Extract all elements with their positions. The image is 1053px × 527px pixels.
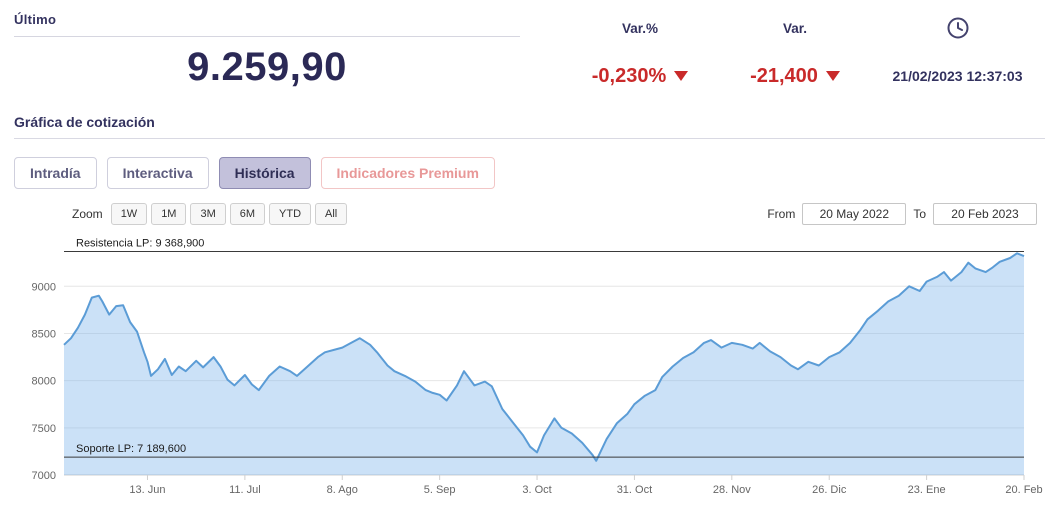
range-selector: Zoom 1W 1M 3M 6M YTD All From To bbox=[14, 203, 1045, 225]
x-axis-label: 8. Ago bbox=[327, 484, 358, 496]
x-axis-label: 11. Jul bbox=[229, 484, 261, 496]
variation-block: Var.% Var. -0,230% -21,400 21/02/2023 12… bbox=[520, 12, 1045, 90]
var-pct-value: -0,230% bbox=[591, 64, 667, 87]
x-axis-label: 26. Dic bbox=[812, 484, 847, 496]
y-axis-label: 7500 bbox=[32, 423, 56, 435]
zoom-6m-button[interactable]: 6M bbox=[229, 203, 266, 225]
x-axis-label: 28. Nov bbox=[713, 484, 751, 496]
section-divider bbox=[14, 138, 1045, 139]
zoom-label: Zoom bbox=[72, 207, 103, 221]
to-label: To bbox=[913, 207, 926, 221]
down-triangle-icon bbox=[825, 71, 840, 82]
section-title: Gráfica de cotización bbox=[14, 114, 155, 130]
last-price-block: Último 9.259,90 bbox=[14, 12, 520, 90]
area-fill bbox=[64, 253, 1024, 475]
down-triangle-icon bbox=[674, 71, 689, 82]
last-price-value: 9.259,90 bbox=[187, 45, 347, 89]
zoom-1w-button[interactable]: 1W bbox=[110, 203, 148, 225]
tab-interactiva[interactable]: Interactiva bbox=[106, 157, 209, 189]
y-axis-label: 8500 bbox=[32, 328, 56, 340]
y-axis-label: 8000 bbox=[32, 376, 56, 388]
var-header: Var. bbox=[782, 20, 808, 36]
y-axis-label: 7000 bbox=[32, 470, 56, 482]
resistance-label: Resistencia LP: 9 368,900 bbox=[76, 237, 204, 249]
zoom-1m-button[interactable]: 1M bbox=[151, 203, 187, 225]
quote-header: Último 9.259,90 Var.% Var. -0,230% -21,4… bbox=[14, 12, 1045, 90]
last-price-label: Último bbox=[14, 12, 520, 37]
x-axis-label: 31. Oct bbox=[617, 484, 652, 496]
var-value-wrap: -21,400 bbox=[750, 65, 840, 88]
x-axis-label: 20. Feb bbox=[1005, 484, 1042, 496]
chart-tabs: Intradía Interactiva Histórica Indicador… bbox=[14, 157, 1045, 189]
var-pct-header: Var.% bbox=[621, 20, 659, 36]
tab-intradia[interactable]: Intradía bbox=[14, 157, 97, 189]
price-chart[interactable]: 7000 7500 8000 8500 9000 13. Jun 11. Jul 8. Ago… bbox=[14, 231, 1050, 503]
var-value: -21,400 bbox=[750, 64, 818, 87]
from-label: From bbox=[767, 207, 796, 221]
x-axis-label: 23. Ene bbox=[908, 484, 946, 496]
x-axis-label: 13. Jun bbox=[129, 484, 165, 496]
from-date-input[interactable] bbox=[802, 203, 907, 225]
zoom-all-button[interactable]: All bbox=[315, 203, 348, 225]
quote-timestamp: 21/02/2023 12:37:03 bbox=[892, 68, 1023, 85]
price-line bbox=[63, 252, 1025, 462]
clock-icon bbox=[946, 16, 970, 40]
x-axis-label: 5. Sep bbox=[424, 484, 456, 496]
to-date-input[interactable] bbox=[933, 203, 1037, 225]
chart-panel: Zoom 1W 1M 3M 6M YTD All From To 7000 750… bbox=[14, 203, 1045, 503]
support-label: Soporte LP: 7 189,600 bbox=[76, 443, 186, 455]
tab-historica[interactable]: Histórica bbox=[218, 157, 311, 189]
y-axis-label: 9000 bbox=[32, 281, 56, 293]
x-axis-label: 3. Oct bbox=[522, 484, 551, 496]
tab-indicadores-premium[interactable]: Indicadores Premium bbox=[320, 157, 495, 189]
zoom-ytd-button[interactable]: YTD bbox=[269, 203, 312, 225]
var-pct-value-wrap: -0,230% bbox=[592, 65, 689, 88]
zoom-3m-button[interactable]: 3M bbox=[190, 203, 226, 225]
